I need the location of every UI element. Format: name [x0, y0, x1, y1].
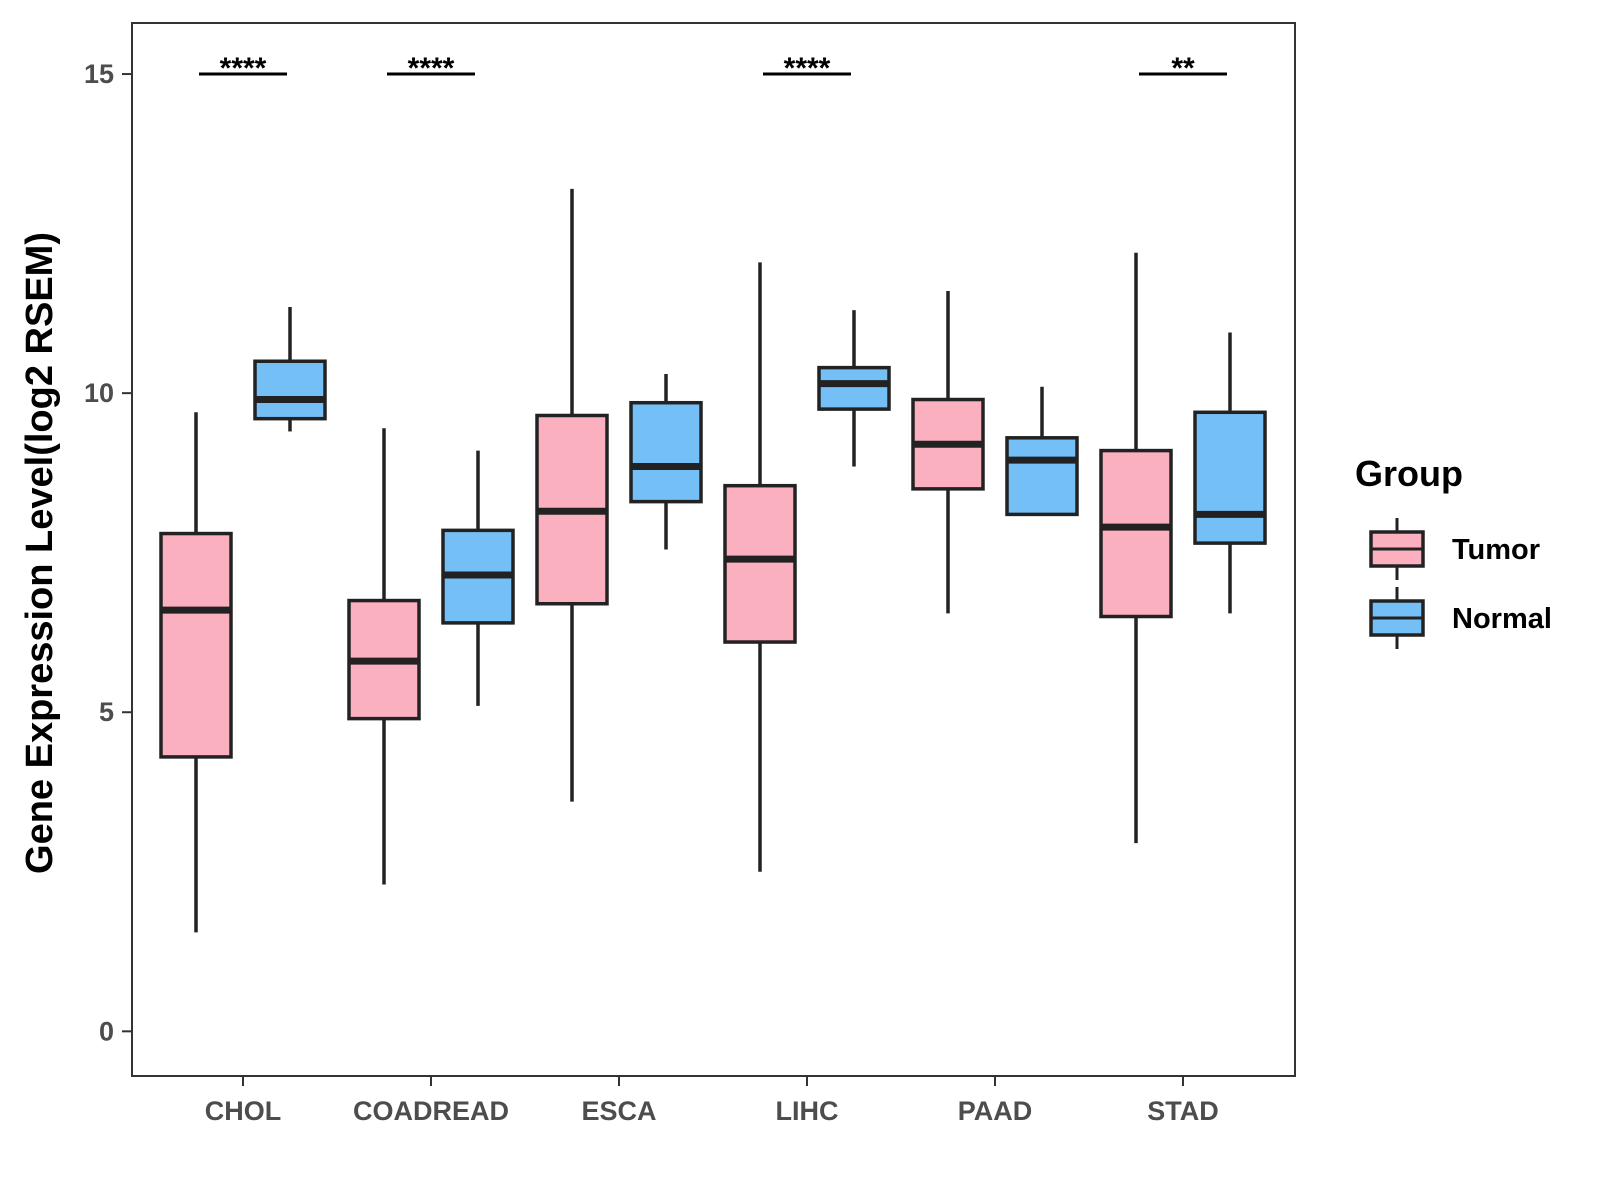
box-iqr: [1099, 448, 1173, 619]
legend-label-tumor: Tumor: [1452, 534, 1540, 566]
box-iqr: [1005, 436, 1079, 517]
y-tick-label: 0: [99, 1016, 114, 1046]
y-tick-label: 15: [84, 59, 114, 89]
significance-label: ****: [408, 52, 455, 85]
x-tick-label: STAD: [1147, 1096, 1219, 1126]
box-iqr: [1193, 410, 1267, 545]
box-tumor-esca: [535, 188, 609, 802]
box-tumor-coadread: [347, 428, 421, 885]
box-normal-lihc: [817, 310, 891, 467]
box-normal-chol: [253, 306, 327, 432]
legend-title: Group: [1355, 453, 1463, 494]
legend: Group Tumor Normal: [1355, 453, 1552, 649]
box-tumor-stad: [1099, 252, 1173, 844]
legend-key-normal: [1369, 587, 1425, 649]
box-iqr: [629, 400, 703, 504]
box-iqr: [159, 531, 233, 759]
box-normal-paad: [1005, 386, 1079, 517]
box-iqr: [253, 359, 327, 421]
y-axis-title: Gene Expression Level(log2 RSEM): [19, 232, 61, 874]
significance-label: ****: [784, 52, 831, 85]
significance-label: ****: [220, 52, 267, 85]
legend-key-tumor: [1369, 518, 1425, 580]
box-normal-esca: [629, 374, 703, 550]
box-iqr: [723, 483, 797, 644]
x-tick-label: ESCA: [581, 1096, 656, 1126]
box-normal-coadread: [441, 450, 515, 706]
box-tumor-lihc: [723, 262, 797, 872]
legend-label-normal: Normal: [1452, 603, 1552, 635]
significance-label: **: [1171, 52, 1195, 85]
box-iqr: [817, 365, 891, 411]
panel-border: [131, 22, 1296, 1077]
box-tumor-paad: [911, 291, 985, 614]
y-tick-label: 5: [99, 697, 114, 727]
x-tick-label: CHOL: [205, 1096, 282, 1126]
box-tumor-chol: [159, 412, 233, 933]
x-tick-label: LIHC: [776, 1096, 839, 1126]
x-tick-label: PAAD: [958, 1096, 1033, 1126]
y-tick-label: 10: [84, 378, 114, 408]
x-tick-label: COADREAD: [353, 1096, 509, 1126]
box-normal-stad: [1193, 332, 1267, 614]
